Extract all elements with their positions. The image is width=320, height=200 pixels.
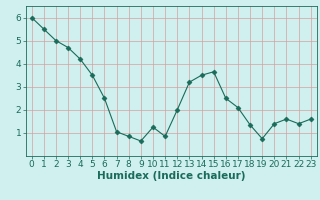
X-axis label: Humidex (Indice chaleur): Humidex (Indice chaleur) [97,171,245,181]
